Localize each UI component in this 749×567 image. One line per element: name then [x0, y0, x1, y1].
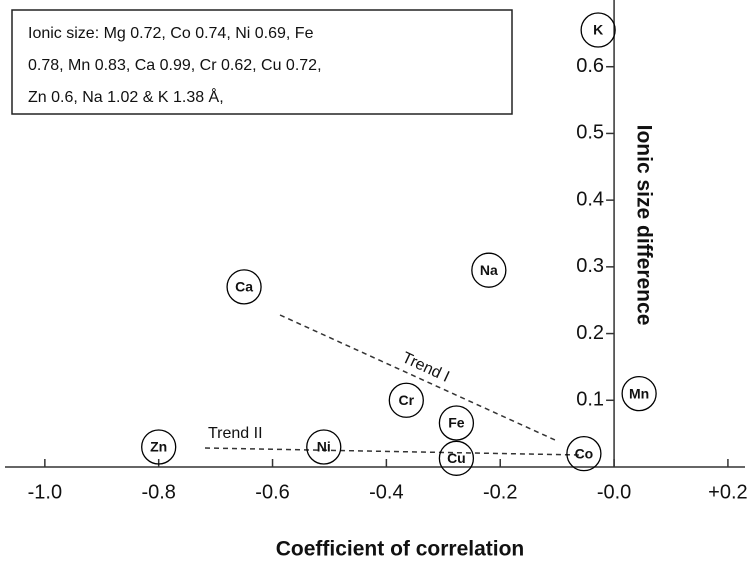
- point-label: Cu: [447, 450, 466, 466]
- point-label: Ca: [235, 279, 253, 295]
- point-label: Cr: [399, 392, 415, 408]
- annotation-line: Ionic size: Mg 0.72, Co 0.74, Ni 0.69, F…: [28, 25, 314, 42]
- point: [438, 405, 475, 441]
- trend-label: Trend II: [208, 425, 263, 442]
- y-tick-label: 0.2: [576, 322, 604, 344]
- x-tick-label: -0.6: [255, 481, 289, 503]
- point: [438, 440, 475, 476]
- y-tick-label: 0.4: [576, 188, 604, 210]
- point: [566, 436, 602, 472]
- point-label: K: [593, 22, 603, 38]
- x-tick-label: +0.2: [708, 481, 747, 503]
- point: [471, 252, 507, 288]
- point-label: Mn: [629, 385, 649, 401]
- y-tick-label: 0.3: [576, 255, 604, 277]
- annotation-box: [11, 9, 513, 115]
- annotation-line: Zn 0.6, Na 1.02 & K 1.38 Å,: [28, 87, 224, 106]
- trend-line: [279, 314, 556, 441]
- point-label: Na: [480, 262, 498, 278]
- point: [621, 375, 657, 412]
- x-tick-label: -1.0: [28, 481, 62, 503]
- x-axis-title: Coefficient of correlation: [276, 538, 525, 561]
- x-tick-label: -0.4: [369, 481, 403, 503]
- y-tick-label: 0.6: [576, 55, 604, 77]
- x-tick-label: -0.0: [597, 481, 631, 503]
- point: [226, 269, 262, 305]
- point-label: Co: [575, 445, 594, 461]
- point-label: Fe: [448, 415, 465, 431]
- point: [580, 12, 616, 48]
- point: [306, 429, 342, 465]
- point: [141, 429, 177, 465]
- trend-label: Trend I: [399, 349, 452, 386]
- x-tick-label: -0.2: [483, 481, 517, 503]
- point-label: Ni: [317, 439, 331, 455]
- y-axis-title: Ionic size difference: [632, 125, 655, 326]
- annotation-line: 0.78, Mn 0.83, Ca 0.99, Cr 0.62, Cu 0.72…: [28, 57, 322, 74]
- x-tick-label: -0.8: [141, 481, 175, 503]
- y-tick-label: 0.1: [576, 389, 604, 411]
- y-tick-label: 0.5: [576, 122, 604, 144]
- trend-line: [204, 447, 581, 456]
- point-label: Zn: [150, 439, 167, 455]
- point: [388, 382, 424, 418]
